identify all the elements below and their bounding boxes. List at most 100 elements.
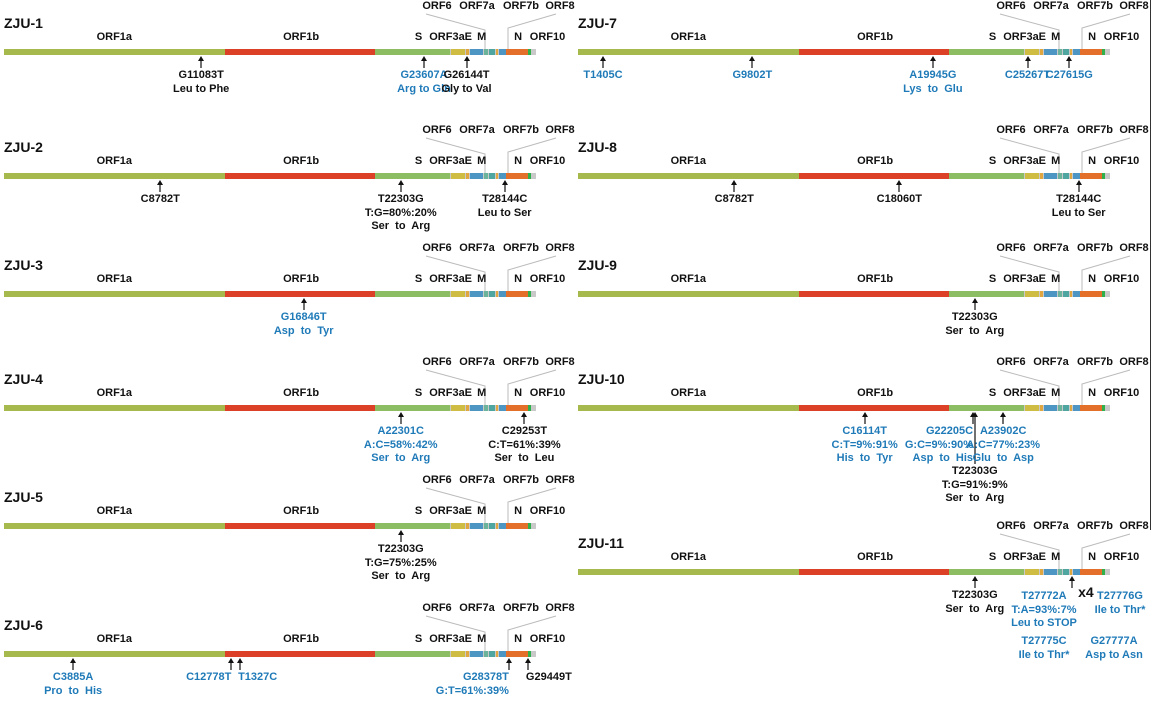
segment-m <box>469 291 483 297</box>
arrow-up-icon <box>237 658 244 670</box>
segment-orf1a <box>578 173 799 179</box>
cluster-mutation-label: T27775C Ile to Thr* <box>1019 635 1070 662</box>
segment-e <box>465 651 470 657</box>
orf-label: N <box>514 31 523 43</box>
mutation-detail: T:G=91%:9% <box>941 478 1008 491</box>
orf-label-upper: ORF7a <box>1033 0 1069 12</box>
orf-leader-lines <box>425 13 557 49</box>
segment-orf6 <box>483 173 488 179</box>
segment-orf7a <box>1062 49 1070 55</box>
mutation-name: A22301C <box>377 425 424 437</box>
mutation-detail: Ile to Thr* <box>1094 603 1146 616</box>
orf-label-upper: ORF8 <box>1119 124 1149 136</box>
sample-panel-zju-9: ZJU-9 ORF6 ORF7a ORF7b ORF8 ORF1a ORF1b S ORF3a… <box>574 242 1149 338</box>
orf-label: S <box>988 387 997 399</box>
orf-label: E <box>1038 155 1046 167</box>
segment-orf7b <box>1070 49 1072 55</box>
segment-m <box>1043 405 1057 411</box>
orf-label: ORF3a <box>1003 31 1039 43</box>
orf-label-upper: ORF7a <box>1033 242 1069 254</box>
arrow-up-icon <box>524 658 531 670</box>
segment-orf1a <box>4 291 225 297</box>
mutation-label: A23902C A:C=77%:23% Glu to Asp <box>966 425 1040 466</box>
mutation-label: A19945G Lys to Glu <box>903 69 963 96</box>
arrow-up-icon <box>70 658 77 670</box>
arrow-up-icon <box>501 180 508 192</box>
mutation-detail: Ile to Thr* <box>1018 648 1070 661</box>
orf-label-upper: ORF6 <box>996 124 1026 136</box>
segment-n <box>1080 405 1102 411</box>
arrow-up-icon <box>971 412 978 464</box>
segment-orf6 <box>1057 569 1062 575</box>
segment-orf10 <box>1102 173 1106 179</box>
arrow-up-icon <box>971 576 978 588</box>
orf-label: ORF10 <box>1103 551 1140 563</box>
mutation-label: G29449T <box>526 671 572 685</box>
segment-orf6 <box>483 651 488 657</box>
orf-label-upper: ORF7a <box>459 602 495 614</box>
cluster-mutation-label: T27776G Ile to Thr* <box>1095 590 1146 617</box>
orf-label-upper: ORF6 <box>422 356 452 368</box>
orf-label: E <box>464 31 472 43</box>
segment-orf1b <box>224 291 375 297</box>
orf-label: ORF10 <box>1103 273 1140 285</box>
sample-panel-zju-10: ZJU-10 ORF6 ORF7a ORF7b ORF8 ORF1a ORF1b S ORF3… <box>574 356 1149 504</box>
segment-orf3a <box>450 523 465 529</box>
mutation-detail: T:G=75%:25% <box>364 556 437 569</box>
segment-orf1b <box>224 651 375 657</box>
segment-orf6 <box>483 291 488 297</box>
orf-label: ORF10 <box>529 505 566 517</box>
genome-bar <box>4 291 536 297</box>
segment-orf3a <box>1024 173 1039 179</box>
orf-label-upper: ORF6 <box>422 0 452 12</box>
orf-label: E <box>1038 31 1046 43</box>
orf-label: N <box>1088 551 1097 563</box>
orf-label: N <box>514 155 523 167</box>
orf-label: N <box>514 505 523 517</box>
mutation-detail: Asp to His <box>912 452 974 464</box>
segment-s <box>374 523 450 529</box>
arrow-up-icon <box>1075 180 1082 192</box>
segment-orf7b <box>496 405 498 411</box>
orf-label-upper: ORF7b <box>502 474 540 486</box>
segment-m <box>1043 49 1057 55</box>
mutation-detail: G:T=61%:39% <box>435 684 509 697</box>
arrow-up-icon <box>1066 56 1073 68</box>
orf-label: M <box>1051 31 1061 43</box>
orf-label: ORF1a <box>96 273 133 285</box>
genome-bar <box>578 569 1110 575</box>
segment-e <box>465 523 470 529</box>
mutation-name: C18060T <box>876 193 922 205</box>
right-border-line <box>1150 0 1151 530</box>
orf-label-upper: ORF6 <box>996 356 1026 368</box>
orf-leader-lines <box>425 487 557 523</box>
mutation-label: G9802T <box>733 69 773 83</box>
mutation-label: C18060T <box>877 193 922 207</box>
mutation-detail: T:G=80%:20% <box>364 206 437 219</box>
orf-label: M <box>477 387 487 399</box>
genome-bar <box>578 173 1110 179</box>
segment-orf1b <box>798 569 949 575</box>
segment-orf1b <box>798 49 949 55</box>
orf-label-upper: ORF7a <box>1033 356 1069 368</box>
orf-label-upper: ORF7b <box>1076 124 1114 136</box>
segment-orf3a <box>450 651 465 657</box>
orf-label: N <box>514 273 523 285</box>
mutation-name: T27776G <box>1097 590 1143 602</box>
segment-orf6 <box>1057 291 1062 297</box>
genome-bar <box>578 291 1110 297</box>
mutation-detail: Ser to Arg <box>371 220 431 232</box>
orf-label: ORF10 <box>529 273 566 285</box>
mutation-name: C3885A <box>52 671 94 683</box>
segment-orf7b <box>1070 291 1072 297</box>
orf-label: S <box>414 505 423 517</box>
segment-orf3a <box>1024 291 1039 297</box>
orf-label-upper: ORF8 <box>545 602 575 614</box>
mutation-label: T22303G T:G=75%:25% Ser to Arg <box>365 543 437 584</box>
genome-bar <box>4 405 536 411</box>
segment-n <box>506 523 528 529</box>
segment-orf1a <box>578 291 799 297</box>
segment-orf3a <box>450 173 465 179</box>
orf-label: ORF1b <box>283 505 320 517</box>
